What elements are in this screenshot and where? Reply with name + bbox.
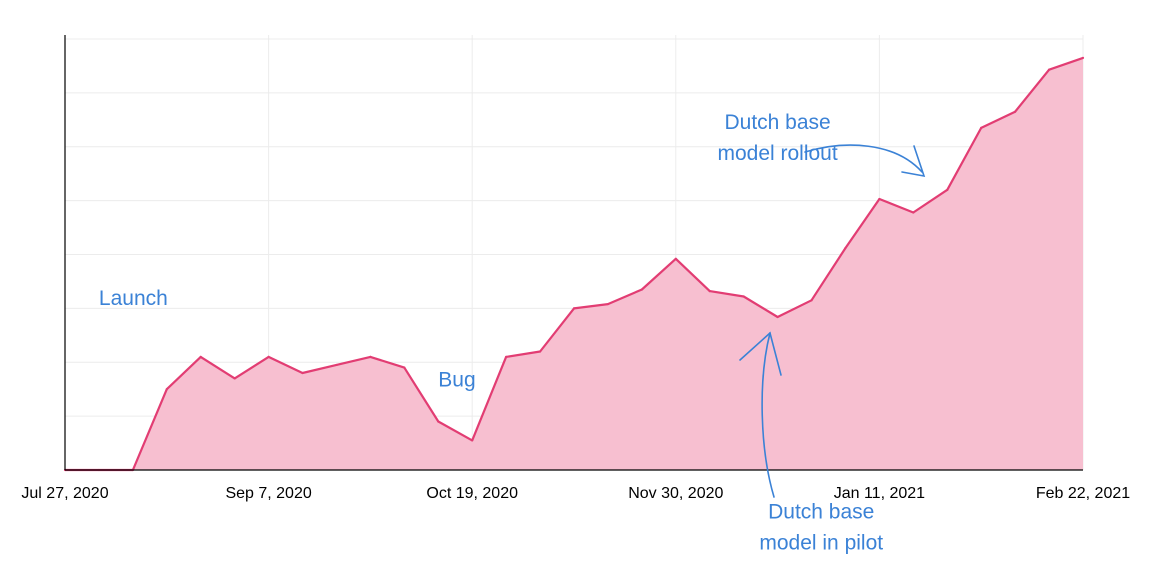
data-point [674,257,677,260]
data-point [946,188,949,191]
data-point [233,377,236,380]
data-point [505,355,508,358]
rollout-arrow-shaft [804,144,923,173]
data-point [980,126,983,129]
pilot-arrow-shaft [761,332,775,498]
series-area-fill [65,57,1083,471]
annotations: Launch Bug Dutch base model rollout Dutch ba… [99,111,883,555]
data-point [708,290,711,293]
pilot-arrowhead [739,331,782,376]
data-point [301,371,304,375]
data-point [165,388,168,391]
rollout-arrowhead [901,145,926,178]
annotation-label: Dutch base model rollout [717,111,837,165]
data-point [403,366,406,369]
data-point [640,288,643,291]
x-tick-label: Jan 11, 2021 [834,485,925,502]
data-point [810,299,813,302]
data-point [878,197,881,201]
data-point [538,350,542,353]
data-point [776,315,779,319]
data-point [742,295,745,298]
data-point [1047,68,1051,71]
annotation-label: Dutch base model in pilot [759,500,883,554]
data-point [199,355,202,358]
annotation-label: Bug [438,368,475,391]
data-point [912,211,915,214]
data-point [606,302,610,306]
annotation-arrows [739,144,926,498]
x-tick-label: Nov 30, 2020 [628,485,723,502]
data-point [369,355,372,358]
data-point [1014,110,1017,113]
data-point [437,420,440,423]
data-point [844,246,847,250]
data-point [471,439,474,442]
data-point [267,355,270,358]
x-tick-label: Oct 19, 2020 [426,485,518,502]
x-axis-tick-labels: Jul 27, 2020 Sep 7, 2020 Oct 19, 2020 Nov 3… [21,485,1130,502]
x-tick-label: Sep 7, 2020 [225,485,311,502]
data-point [1081,56,1085,59]
x-tick-label: Jul 27, 2020 [21,485,108,502]
x-tick-label: Feb 22, 2021 [1036,485,1130,502]
annotation-label: Launch [99,287,168,310]
data-point [335,363,338,367]
data-point [572,307,576,310]
